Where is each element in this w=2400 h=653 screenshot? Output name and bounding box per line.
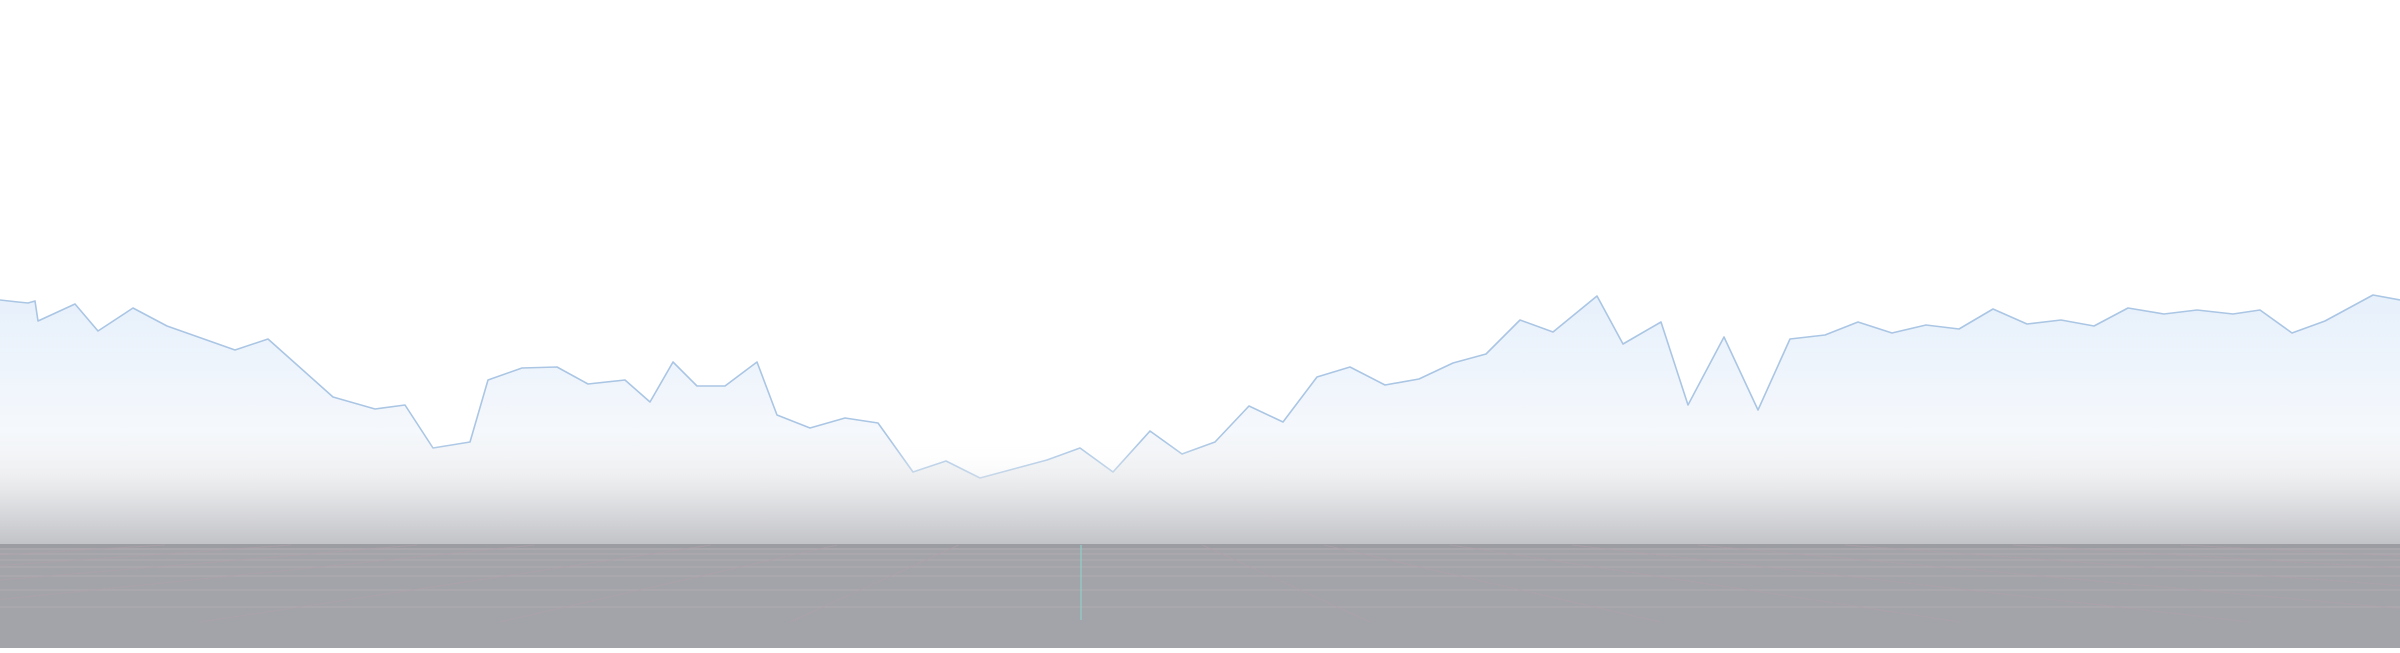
grid-perspective-line xyxy=(1844,544,2400,587)
ground-plane xyxy=(0,544,2400,653)
grid-perspective-line xyxy=(499,544,838,623)
grid-perspective-line xyxy=(0,544,535,601)
grid-perspective-line xyxy=(0,544,418,581)
ground-grid xyxy=(0,544,2400,623)
grid-perspective-line xyxy=(1324,544,1661,623)
grid-perspective-line xyxy=(1697,544,2400,609)
grid-perspective-line xyxy=(1202,544,1371,623)
grid-perspective-line xyxy=(789,544,959,623)
horizon-haze xyxy=(0,440,2400,546)
grid-perspective-line xyxy=(1571,544,2251,623)
grid-perspective-line xyxy=(1450,544,1961,623)
grid-perspective-line xyxy=(0,544,292,567)
grid-perspective-line xyxy=(2012,544,2400,569)
grid-perspective-line xyxy=(199,544,712,623)
